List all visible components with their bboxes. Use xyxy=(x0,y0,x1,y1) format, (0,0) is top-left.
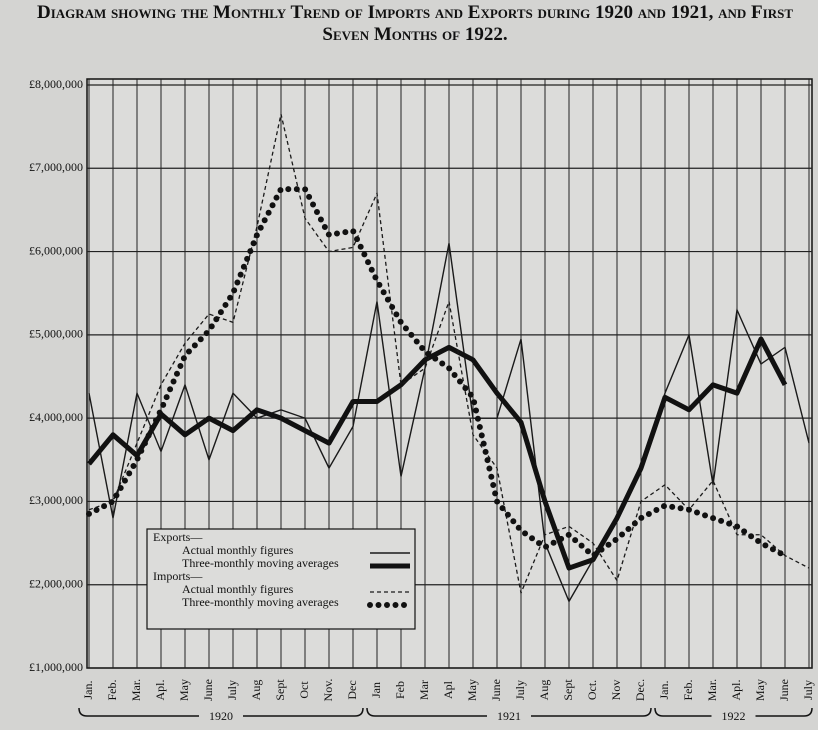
series-line xyxy=(87,336,788,571)
x-tick-label: Jan. xyxy=(81,681,95,700)
year-label: 1922 xyxy=(722,709,746,723)
legend-group-label: Exports— xyxy=(153,530,203,544)
y-tick-label: £2,000,000 xyxy=(29,576,83,590)
x-tick-label: July xyxy=(801,680,815,700)
x-tick-label: Mar. xyxy=(129,679,143,701)
year-brace xyxy=(366,707,652,717)
y-tick-label: £4,000,000 xyxy=(29,410,83,424)
x-tick-label: Aug xyxy=(537,680,551,701)
y-tick-label: £6,000,000 xyxy=(29,243,83,257)
x-tick-label: June xyxy=(489,679,503,701)
x-tick-label: Mar. xyxy=(705,679,719,701)
y-tick-label: £8,000,000 xyxy=(29,77,83,91)
x-tick-label: Nov. xyxy=(321,679,335,702)
x-tick-label: Sept xyxy=(561,679,575,701)
x-tick-label: June xyxy=(777,679,791,701)
legend-label: Actual monthly figures xyxy=(182,543,294,557)
x-tick-label: July xyxy=(513,680,527,700)
x-tick-label: Sept xyxy=(273,679,287,701)
x-tick-label: May xyxy=(177,679,191,701)
x-tick-label: Jan. xyxy=(657,681,671,700)
year-label: 1920 xyxy=(209,709,233,723)
y-tick-label: £5,000,000 xyxy=(29,327,83,341)
x-tick-label: Jan xyxy=(369,682,383,698)
y-tick-label: £7,000,000 xyxy=(29,160,83,174)
x-tick-label: Oct xyxy=(297,681,311,699)
y-tick-label: £1,000,000 xyxy=(29,660,83,674)
legend-label: Three-monthly moving averages xyxy=(182,595,339,609)
x-tick-label: May xyxy=(753,679,767,701)
year-brace xyxy=(78,707,364,717)
x-tick-label: June xyxy=(201,679,215,701)
x-tick-label: July xyxy=(225,680,239,700)
x-tick-label: Nov xyxy=(609,680,623,701)
legend-label: Actual monthly figures xyxy=(182,582,294,596)
legend-group-label: Imports— xyxy=(153,569,203,583)
y-tick-label: £3,000,000 xyxy=(29,493,83,507)
year-label: 1921 xyxy=(497,709,521,723)
x-tick-label: Apl. xyxy=(153,680,167,701)
x-tick-label: Apl. xyxy=(729,680,743,701)
x-tick-label: Feb. xyxy=(681,680,695,701)
legend-label: Three-monthly moving averages xyxy=(182,556,339,570)
x-tick-label: Dec. xyxy=(633,679,647,701)
series-line xyxy=(88,243,810,603)
series-line xyxy=(86,186,788,560)
chart-title: Diagram showing the Monthly Trend of Imp… xyxy=(36,2,793,45)
x-tick-label: Apl xyxy=(441,680,455,699)
x-tick-label: Mar xyxy=(417,680,431,700)
x-tick-label: Feb xyxy=(393,681,407,699)
x-tick-label: Feb. xyxy=(105,680,119,701)
legend: Exports—Actual monthly figuresThree-mont… xyxy=(146,528,416,630)
x-tick-label: May xyxy=(465,679,479,701)
x-tick-label: Oct. xyxy=(585,680,599,700)
x-tick-label: Aug xyxy=(249,680,263,701)
x-tick-label: Dec xyxy=(345,680,359,699)
year-brace xyxy=(654,707,813,717)
legend-box xyxy=(146,528,416,630)
